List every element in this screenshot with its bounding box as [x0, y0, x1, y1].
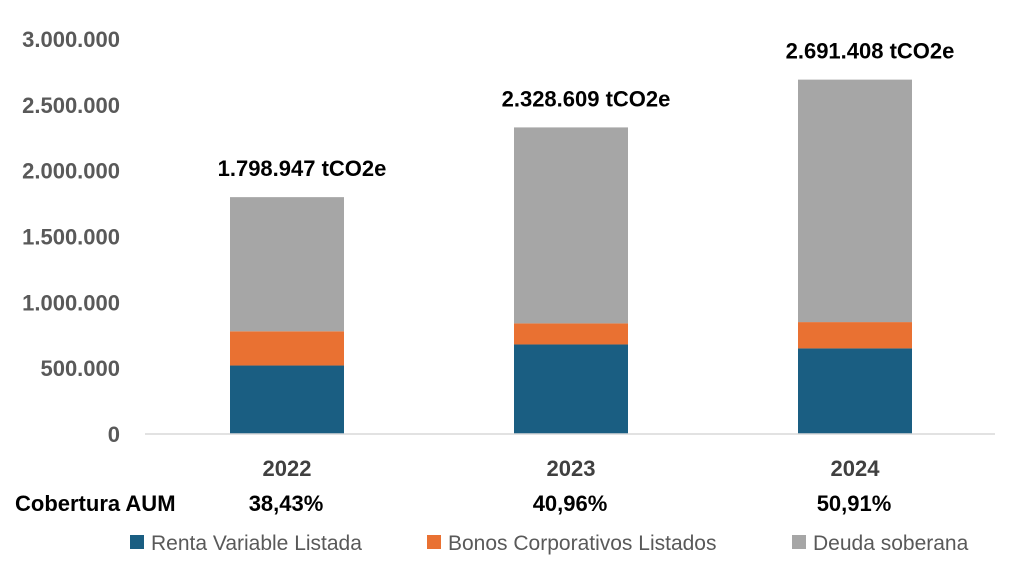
bar-segment-2022-renta-variable	[230, 365, 344, 434]
coverage-row: Cobertura AUM 38,43% 40,96% 50,91%	[15, 491, 891, 516]
legend-swatch	[427, 535, 441, 549]
bar-segment-2023-renta-variable	[514, 344, 628, 434]
y-tick-label: 1.500.000	[22, 225, 120, 250]
y-tick-label: 2.500.000	[22, 93, 120, 118]
legend-swatch	[130, 535, 144, 549]
bar-segment-2024-deuda-soberana	[798, 79, 912, 323]
y-tick-label: 2.000.000	[22, 159, 120, 184]
y-axis-ticks: 0 500.000 1.000.000 1.500.000 2.000.000 2.500…	[22, 27, 120, 447]
y-tick-label: 3.000.000	[22, 27, 120, 52]
total-labels: 1.798.947 tCO2e 2.328.609 tCO2e 2.691.408 …	[218, 39, 955, 182]
x-tick-label: 2022	[263, 456, 312, 481]
legend-swatch	[792, 535, 806, 549]
bar-segment-2023-deuda-soberana	[514, 127, 628, 324]
x-axis-ticks: 2022 2023 2024	[263, 456, 881, 481]
coverage-value-2024: 50,91%	[817, 491, 892, 516]
bar-segment-2024-renta-variable	[798, 348, 912, 434]
legend-label: Bonos Corporativos Listados	[448, 532, 716, 555]
total-label-2022: 1.798.947 tCO2e	[218, 156, 387, 181]
coverage-value-2023: 40,96%	[533, 491, 608, 516]
coverage-label: Cobertura AUM	[15, 491, 176, 516]
x-tick-label: 2024	[831, 456, 881, 481]
legend-label: Deuda soberana	[813, 532, 969, 555]
coverage-value-2022: 38,43%	[249, 491, 324, 516]
bar-segment-2023-bonos-corporativos	[514, 323, 628, 345]
legend-label: Renta Variable Listada	[151, 532, 362, 555]
bar-segment-2024-bonos-corporativos	[798, 322, 912, 349]
bar-segment-2022-deuda-soberana	[230, 197, 344, 332]
y-tick-label: 500.000	[40, 356, 120, 381]
y-tick-label: 0	[108, 422, 120, 447]
x-tick-label: 2023	[547, 456, 596, 481]
bars	[230, 79, 912, 434]
bar-segment-2022-bonos-corporativos	[230, 331, 344, 366]
total-label-2024: 2.691.408 tCO2e	[786, 39, 955, 64]
legend: Renta Variable Listada Bonos Corporativos…	[130, 532, 969, 555]
total-label-2023: 2.328.609 tCO2e	[502, 86, 671, 111]
y-tick-label: 1.000.000	[22, 290, 120, 315]
